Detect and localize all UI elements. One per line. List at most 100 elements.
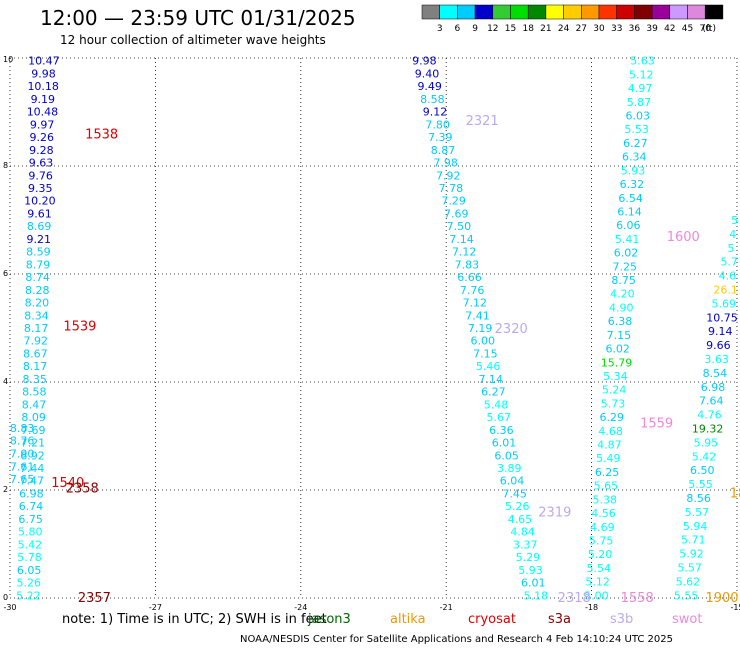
y-tick-label: 8 [3,161,8,170]
wave-height-value: 6.02 [605,343,630,356]
wave-height-value: 5.34 [603,370,628,383]
wave-height-value: 8.76 [10,435,35,448]
colorbar-label: 15 [505,24,516,34]
legend-item: swot [672,612,703,627]
wave-height-value: 7.14 [478,373,503,386]
y-tick-label: 4 [3,377,8,386]
wave-height-value: 5.46 [476,360,501,373]
wave-height-value: 6.01 [521,577,546,590]
colorbar-units: (ft) [702,24,716,34]
wave-height-value: 5.57 [685,506,710,519]
wave-height-value: 4.20 [610,288,635,301]
y-tick-label: 2 [3,485,8,494]
wave-height-value: 5.12 [585,576,610,589]
wave-height-value: 7.80 [425,118,450,131]
wave-height-value: 9.63 [29,157,54,170]
wave-height-value: 7.78 [439,182,464,195]
pass-label: 1559 [640,417,673,432]
pass-label: 2357 [78,591,111,606]
wave-height-value: 7.83 [455,258,480,271]
wave-height-value: 7.21 [21,437,46,450]
wave-height-value: 5.57 [677,562,702,575]
wave-height-value: 6.05 [494,449,519,462]
wave-height-value: 15.79 [601,356,633,369]
wave-height-value: 6.06 [616,219,641,232]
colorbar-label: 21 [540,24,551,34]
wave-height-value: 5.67 [486,411,511,424]
wave-height-value: 5 [727,242,734,255]
wave-height-value: 9.76 [28,169,53,182]
wave-height-value: 9.40 [415,67,440,80]
wave-height-value: 9.12 [423,106,448,119]
wave-height-value: 4.69 [590,521,615,534]
x-tick-label: -18 [585,603,598,612]
wave-height-value: 5.94 [683,520,708,533]
wave-height-value: 5.55 [688,478,713,491]
wave-height-value: 5.20 [588,548,613,561]
y-tick-label: 6 [3,269,8,278]
pass-label: 2320 [495,322,528,337]
wave-height-value: 6.05 [17,564,42,577]
wave-height-value: 7.47 [19,475,44,488]
colorbar-label: 6 [455,24,461,34]
wave-height-value: 5.38 [592,493,617,506]
wave-height-value: 6.50 [690,464,715,477]
wave-height-value: 5.78 [17,551,42,564]
wave-height-value: 8.09 [21,411,46,424]
wave-height-value: 5.22 [16,589,41,602]
wave-height-value: 3.89 [497,462,522,475]
legend-item: jason3 [308,612,351,627]
wave-height-value: 5.7 [720,256,738,269]
wave-height-value: 7.92 [24,335,49,348]
wave-height-value: 19.32 [692,423,724,436]
wave-height-value: 6.32 [620,178,645,191]
colorbar-label: 24 [558,24,570,34]
wave-height-value: 5.69 [712,297,737,310]
wave-height-value: 7.29 [441,195,466,208]
x-tick-label: -15 [730,603,740,612]
wave-height-value: 3.37 [513,538,538,551]
wave-height-value: 5.93 [518,564,543,577]
wave-height-value: 8.58 [22,386,47,399]
wave-height-value: 9.14 [708,325,733,338]
wave-height-value: 3.63 [704,353,729,366]
wave-height-value: 6.98 [701,381,726,394]
wave-height-value: 6.38 [608,315,633,328]
colorbar-label: 18 [522,24,534,34]
wave-height-value: 4.56 [591,507,616,520]
wave-height-value: 7.41 [465,309,490,322]
legend-item: cryosat [468,612,516,627]
colorbar-swatch [704,4,724,20]
wave-height-value: 6.66 [457,271,482,284]
wave-height-value: 8.17 [23,360,48,373]
colorbar-label: 27 [576,24,587,34]
wave-height-value: 5.62 [676,575,701,588]
wave-height-value: 6.27 [623,137,648,150]
pass-label: 1558 [621,591,654,606]
wave-height-value: 6.27 [481,386,506,399]
wave-height-value: 9.26 [29,131,54,144]
legend-item: s3a [548,612,572,627]
wave-height-value: 7.12 [452,246,477,259]
wave-height-value: 7.69 [444,207,469,220]
pass-label: 2319 [538,506,571,521]
wave-height-value: 9.21 [27,233,52,246]
wave-height-value: 8.58 [420,93,445,106]
wave-height-value: 5.75 [589,534,614,547]
page-title: 12:00 — 23:59 UTC 01/31/2025 [40,6,356,30]
x-tick-label: -21 [440,603,453,612]
wave-height-value: 5.73 [601,397,626,410]
wave-height-value: 5.18 [524,589,549,602]
pass-label: 2321 [466,114,499,129]
pass-label: 1539 [63,319,96,334]
footer-note: note: 1) Time is in UTC; 2) SWH is in fe… [62,612,327,627]
wave-height-value: 7.15 [607,329,632,342]
colorbar-label: 42 [664,24,675,34]
wave-height-value: 6.25 [595,466,620,479]
wave-height-value: 7.44 [20,462,45,475]
wave-height-value: 6.03 [626,110,651,123]
wave-height-value: 8.17 [24,322,49,335]
wave-height-value: 6.14 [617,205,642,218]
wave-height-value: 8.79 [26,258,51,271]
